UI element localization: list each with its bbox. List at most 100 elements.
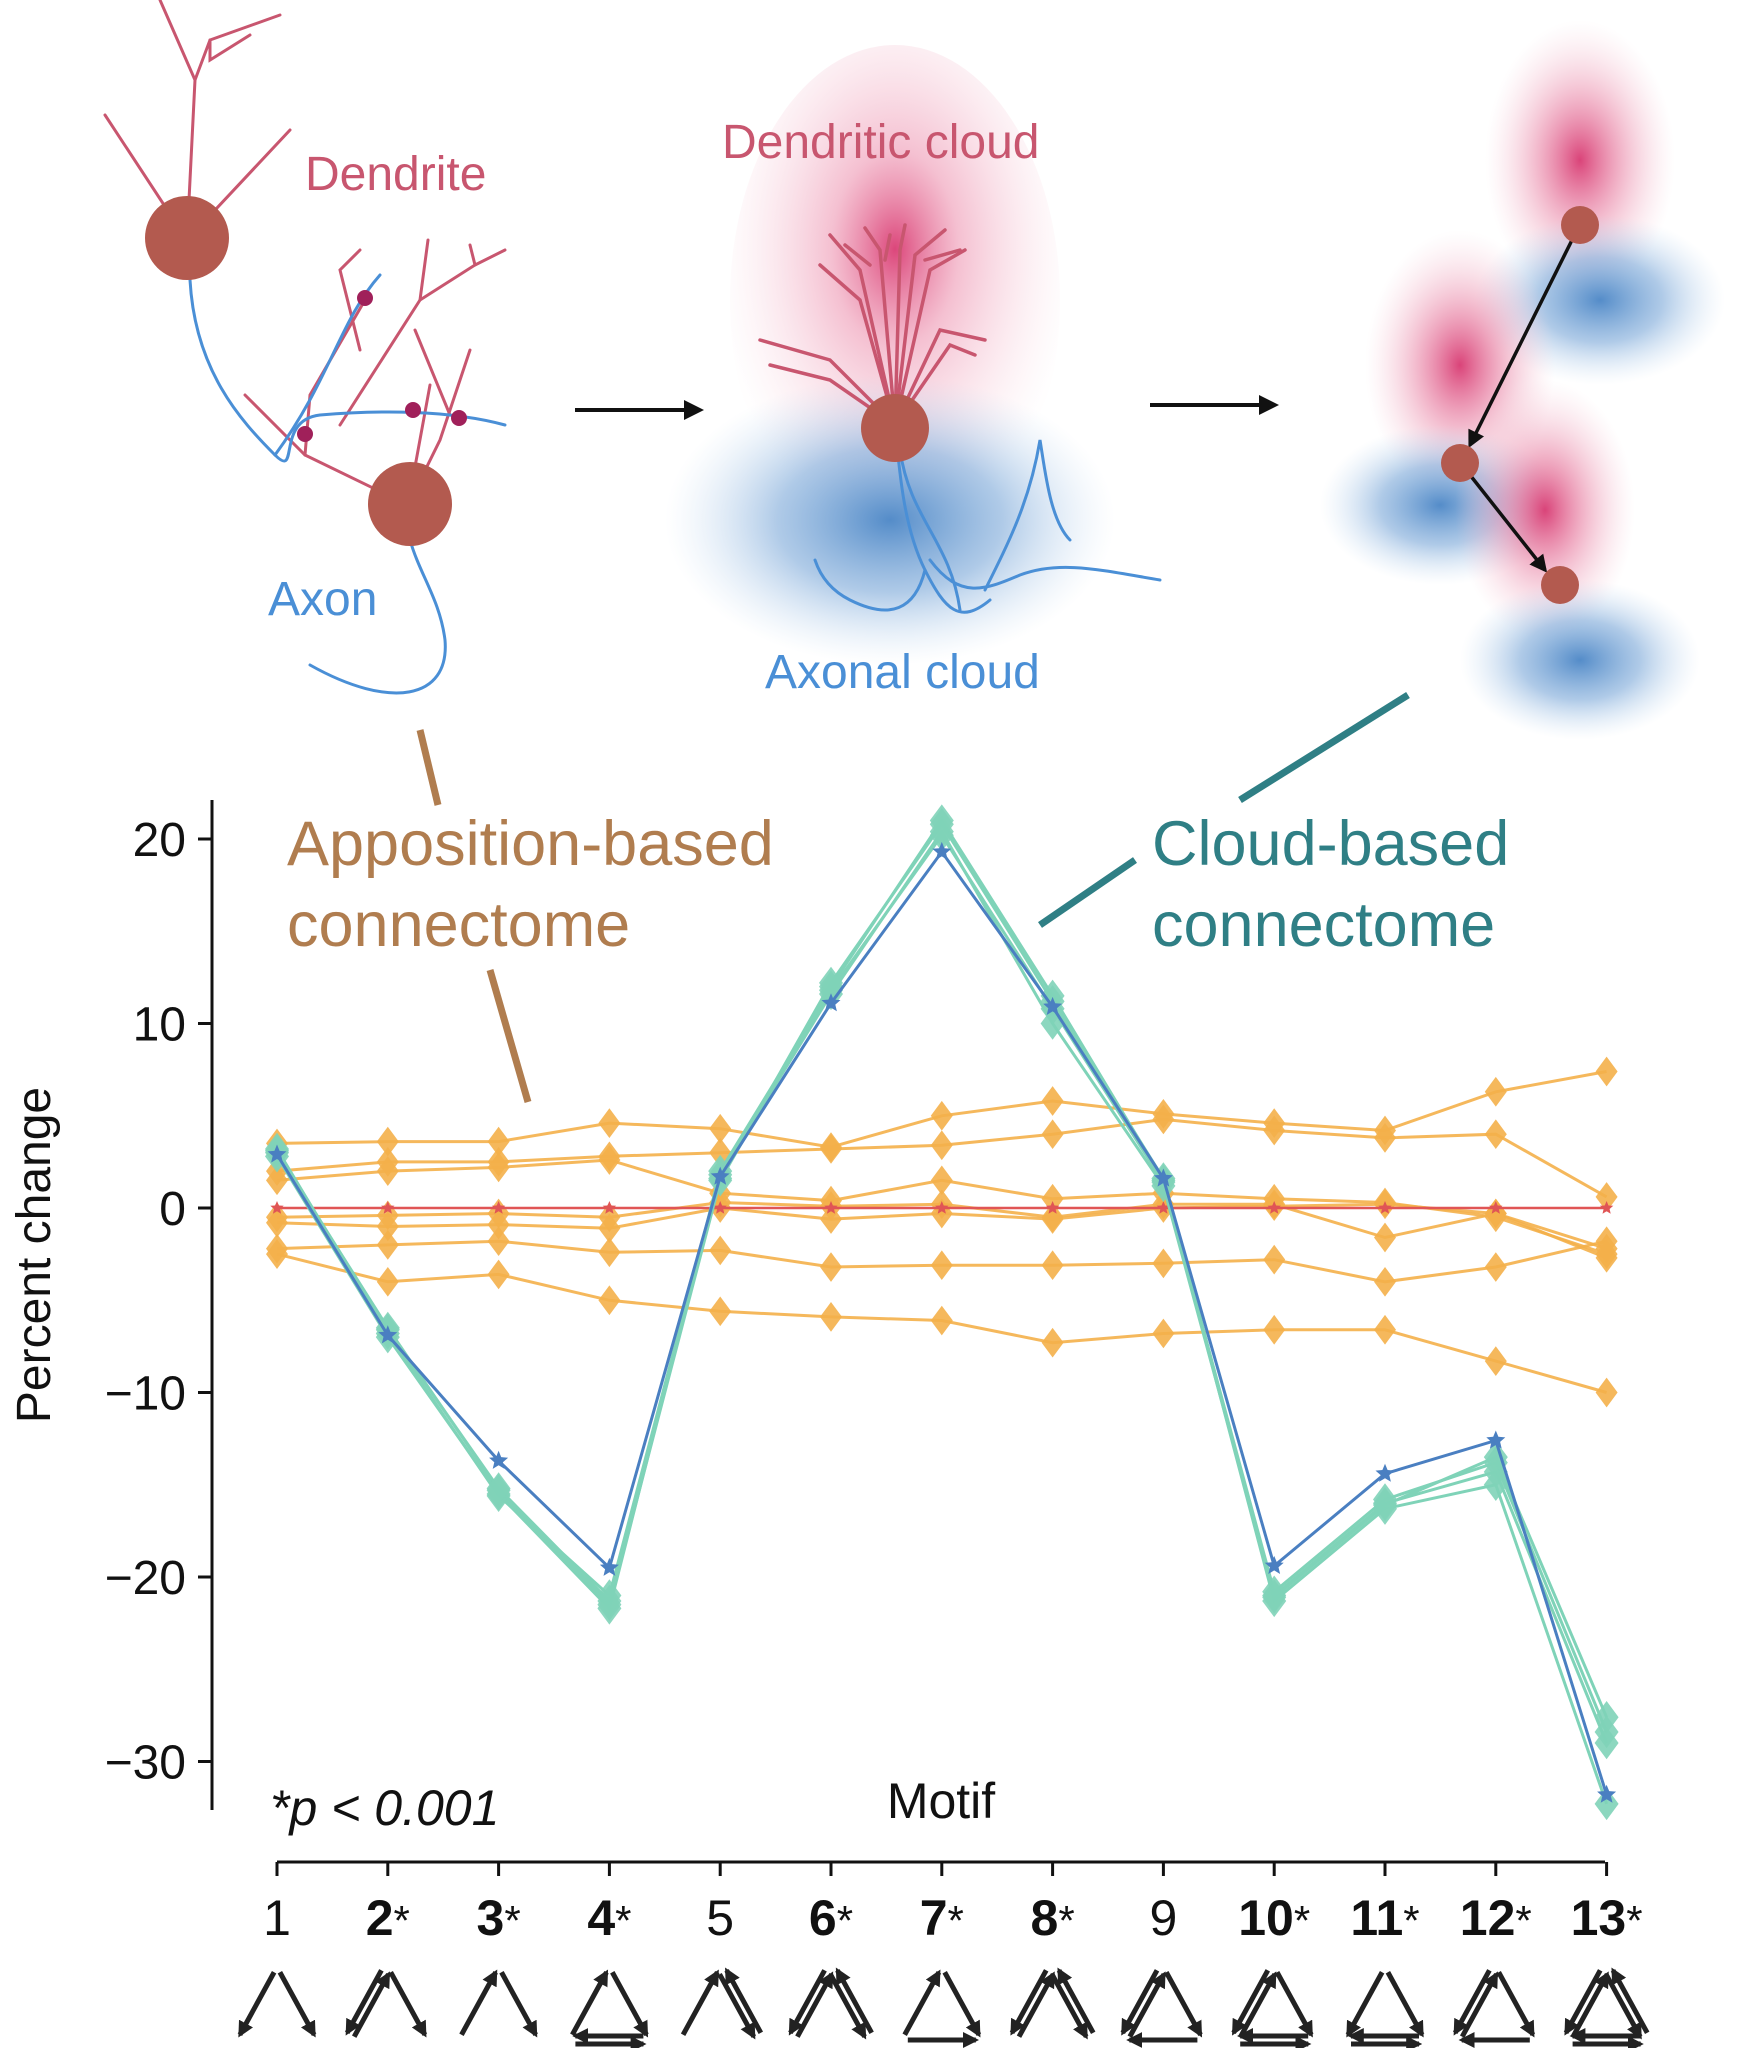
data-point [930,1130,953,1161]
data-point [1041,1327,1064,1358]
series-apposition-6 [266,1239,1618,1408]
data-point [930,1305,953,1336]
motif-6-icon [788,1967,874,2040]
data-point [1595,1182,1618,1212]
data-point [1263,1115,1286,1146]
motif-edge [724,1967,764,2035]
data-point [1041,1119,1064,1150]
series-apposition-5 [266,1226,1618,1297]
data-point [1378,1201,1392,1214]
dendrite-label: Dendrite [305,148,486,201]
data-point [487,1152,510,1183]
motif-3-icon [459,1969,538,2038]
data-point [1373,1488,1397,1522]
y-tick-label: −30 [105,1737,186,1790]
series-cloud_mean-11 [267,841,1617,1803]
cloud-soma [861,394,929,462]
motif-9-icon [1120,1969,1203,2048]
data-point [487,1259,510,1290]
data-point [1156,1201,1171,1214]
motif-edge [1610,1967,1650,2035]
motif-edge [277,1971,317,2038]
data-point [376,1211,399,1242]
x-tick-label: 3* [477,1890,521,1946]
axonal-cloud [665,375,1115,665]
y-tick-label: 0 [159,1183,186,1236]
data-point [599,1557,619,1576]
data-point [1374,1266,1396,1297]
motif-4-icon [570,1969,649,2048]
data-point [598,1213,621,1244]
motif-edge [1164,1971,1203,2038]
data-point [1594,1787,1619,1821]
data-point [376,1230,399,1260]
data-point [598,1108,621,1138]
x-tick-label: 7* [920,1890,964,1946]
motif-11-icon [1345,1971,1425,2048]
data-point [1267,1201,1281,1214]
neuron-morphology-panel: Dendrite Axon [103,0,507,695]
x-tick-label: 12* [1460,1890,1532,1946]
motif-8-icon [1009,1967,1096,2040]
data-point [1594,1701,1619,1734]
motif-edge [351,1971,391,2038]
percent-change-chart: 20 10 0 −10 −20 −30 Percent change *p < 0.001… [8,800,1650,2048]
cloud-axons [813,423,1162,614]
motif-edge [1016,1971,1056,2038]
data-point [1595,1226,1618,1257]
cloud-connector-upper [1238,692,1410,803]
data-point [1486,1430,1506,1449]
x-axis-label: Motif [887,1773,995,1829]
cloud-label-line-2: connectome [1152,890,1495,960]
motif-edge [1231,1969,1271,2036]
y-ticks: 20 10 0 −10 −20 −30 [105,814,212,1790]
motif-edge [1452,1969,1492,2036]
data-point [487,1126,510,1157]
motif-edge [680,1969,720,2036]
x-tick-label: 2* [366,1890,410,1946]
data-point [597,1584,622,1618]
data-point [1595,1377,1618,1408]
x-tick-label: 5 [706,1890,734,1946]
data-point [486,1472,511,1505]
motif-7-icon [902,1969,982,2048]
data-point [270,1201,284,1214]
motif-10-icon [1231,1969,1314,2048]
data-point [491,1201,506,1214]
axon-branches [188,273,507,695]
apposition-connector-upper [416,729,442,806]
data-point [598,1145,621,1175]
data-point [820,1252,842,1282]
data-point [821,993,841,1012]
data-point [935,1201,949,1214]
y-axis-label: Percent change [8,1087,61,1423]
data-point [1484,1076,1507,1107]
apposition-label-line-1: Apposition-based [287,809,774,879]
cloud-label-line-1: Cloud-based [1152,809,1509,879]
cloud-soma-b [1441,444,1479,482]
synapse-markers [297,290,467,442]
data-point [1263,1314,1286,1345]
motif-edge [1459,1971,1499,2038]
motif-edge [788,1969,827,2036]
data-point [376,1266,399,1297]
motif-edge [1049,1972,1089,2040]
y-tick-label: 20 [133,814,186,867]
x-tick-label: 11* [1350,1890,1419,1946]
data-point [1043,996,1063,1015]
motif-1-icon [237,1971,317,2038]
dendritic-cloud-c [1455,380,1635,640]
data-point [1484,1119,1507,1150]
motif-5-icon [680,1967,764,2040]
motif-edge [1345,1971,1385,2038]
data-point [1041,1086,1064,1116]
motif-edge [237,1971,277,2038]
motif-13-icon [1563,1967,1650,2048]
motif-edge [835,1967,874,2035]
cloud-connector-lower [1038,857,1137,928]
data-point [709,1235,732,1266]
data-point [1152,1104,1175,1135]
data-point [267,1144,287,1163]
cloud-soma-c [1541,566,1579,604]
